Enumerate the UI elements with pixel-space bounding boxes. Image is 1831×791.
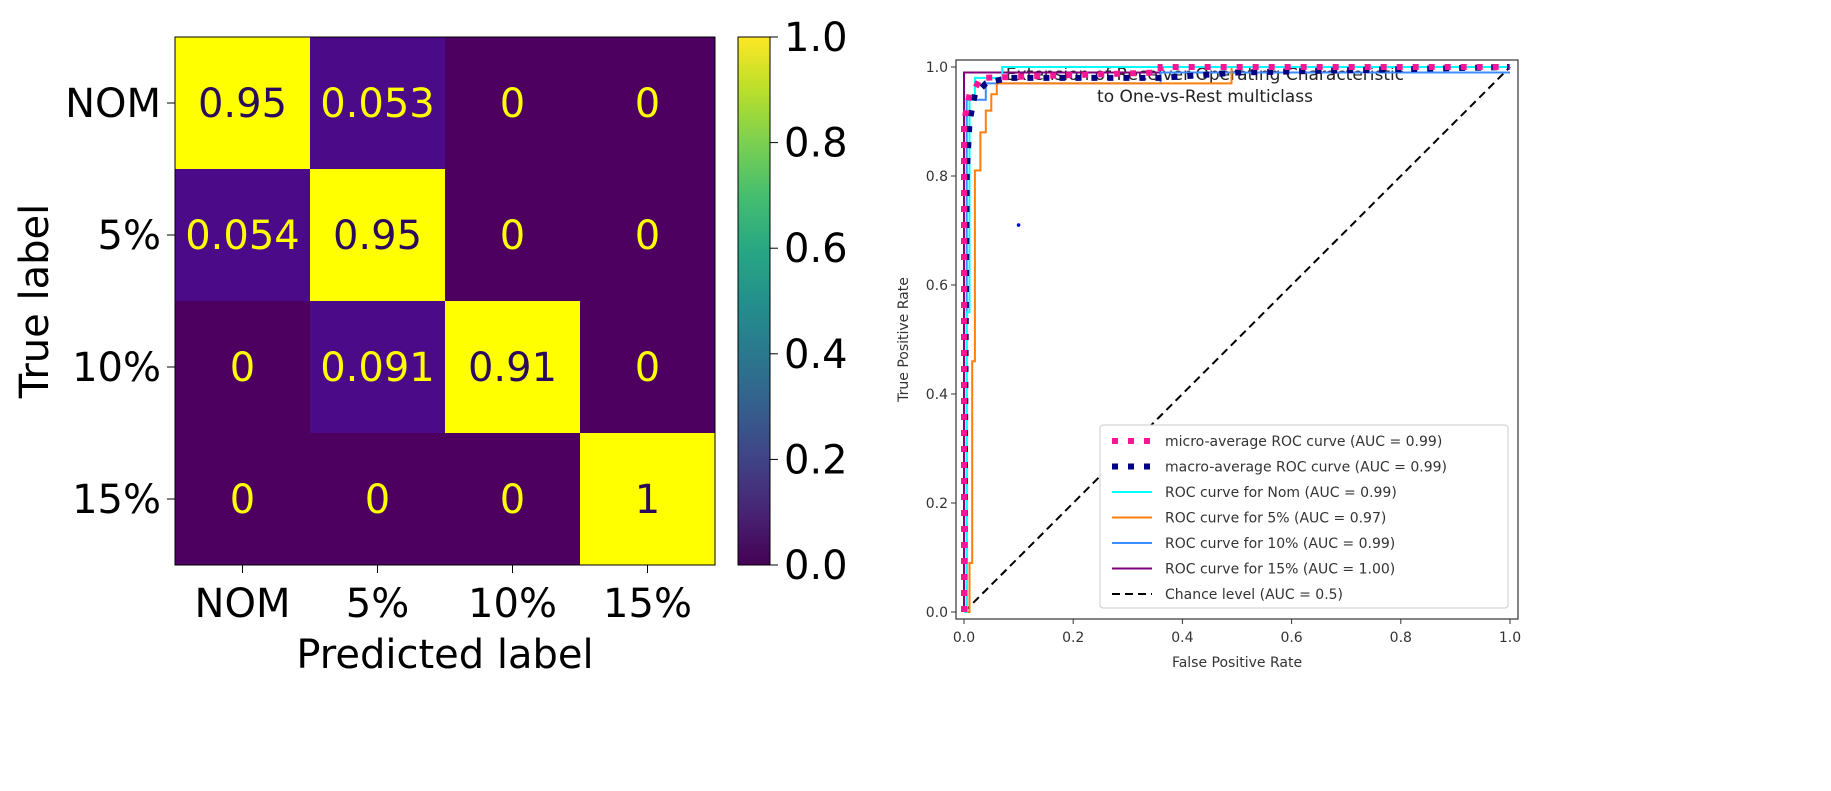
x-tick-label: NOM <box>195 581 291 627</box>
cell-value: 0 <box>500 81 525 127</box>
colorbar-tick-label: 0.8 <box>784 121 848 167</box>
matrix-cell <box>580 37 716 170</box>
legend-label: ROC curve for 10% (AUC = 0.99) <box>1165 536 1395 552</box>
legend-label: micro-average ROC curve (AUC = 0.99) <box>1165 434 1442 450</box>
cell-value: 0 <box>635 345 660 391</box>
cell-value: 0.091 <box>320 345 435 391</box>
matrix-cell <box>175 37 311 170</box>
matrix-cell <box>580 301 716 434</box>
legend-label: ROC curve for Nom (AUC = 0.99) <box>1165 485 1397 501</box>
matrix-cell <box>175 301 311 434</box>
y-axis-label: True label <box>12 204 58 399</box>
y-tick-label: 0.0 <box>926 605 948 621</box>
colorbar-tick-label: 0.4 <box>784 332 848 378</box>
x-tick-label: 5% <box>346 581 409 627</box>
colorbar-tick-label: 0.6 <box>784 226 848 272</box>
roc-chart: Extension of Receiver Operating Characte… <box>896 59 1521 671</box>
matrix-cell <box>580 433 716 566</box>
x-tick-label: 0.0 <box>953 630 975 646</box>
y-tick-label: 0.6 <box>926 278 948 294</box>
cell-value: 0 <box>500 213 525 259</box>
legend-label: ROC curve for 5% (AUC = 0.97) <box>1165 511 1386 527</box>
matrix-cell <box>445 433 581 566</box>
y-tick-label: 1.0 <box>926 60 948 76</box>
x-tick-label: 0.2 <box>1062 630 1084 646</box>
matrix-cell <box>580 169 716 302</box>
matrix-cell <box>445 301 581 434</box>
x-tick-label: 10% <box>468 581 557 627</box>
matrix-cell <box>175 433 311 566</box>
y-tick-label: NOM <box>65 81 161 127</box>
cell-value: 0 <box>230 477 255 523</box>
colorbar-tick-label: 0.0 <box>784 543 848 589</box>
legend-box <box>1099 424 1509 609</box>
x-tick-label: 0.4 <box>1171 630 1193 646</box>
cell-value: 1 <box>635 477 660 523</box>
matrix-frame <box>174 36 716 566</box>
cell-value: 0.95 <box>198 81 287 127</box>
x-axis-label: Predicted label <box>296 632 593 678</box>
x-axis-label: False Positive Rate <box>1172 655 1302 671</box>
cell-value: 0.054 <box>185 213 300 259</box>
matrix-cell <box>310 433 446 566</box>
x-tick-label: 1.0 <box>1499 630 1521 646</box>
x-tick-label: 15% <box>603 581 692 627</box>
legend-label: ROC curve for 15% (AUC = 1.00) <box>1165 562 1395 578</box>
colorbar-bar <box>737 36 771 566</box>
x-tick-label: 0.6 <box>1280 630 1302 646</box>
y-tick-label: 0.2 <box>926 496 948 512</box>
cell-value: 0.053 <box>320 81 435 127</box>
legend-label: macro-average ROC curve (AUC = 0.99) <box>1165 460 1447 476</box>
annotation-point <box>1016 223 1021 227</box>
confusion-matrix: 0.95 0.053 0 0 0.054 0.95 0 0 0 0.091 0.91 0 0 0 0 1 NOM… <box>12 36 716 678</box>
cell-value: 0.91 <box>468 345 557 391</box>
cell-value: 0 <box>635 81 660 127</box>
matrix-cell <box>175 169 311 302</box>
y-tick-label: 10% <box>72 345 161 391</box>
roc-series-line <box>963 66 1511 613</box>
roc-series-line <box>964 66 1510 613</box>
colorbar-tick-label: 1.0 <box>784 15 848 61</box>
roc-series-line <box>961 64 1510 612</box>
matrix-cell <box>310 169 446 302</box>
colorbar-tick-label: 0.2 <box>784 437 848 483</box>
y-tick-label: 0.8 <box>926 169 948 185</box>
matrix-cell <box>445 169 581 302</box>
y-axis-label: True Positive Rate <box>896 277 912 403</box>
roc-series-line <box>961 64 1511 613</box>
cell-value: 0 <box>365 477 390 523</box>
cell-value: 0 <box>500 477 525 523</box>
y-tick-label: 0.4 <box>926 387 948 403</box>
matrix-cell <box>445 37 581 170</box>
matrix-cell <box>310 37 446 170</box>
y-tick-label: 5% <box>98 213 161 259</box>
cell-value: 0 <box>635 213 660 259</box>
y-tick-label: 15% <box>72 477 161 523</box>
chart-subtitle: to One-vs-Rest multiclass <box>1097 87 1313 107</box>
x-tick-label: 0.8 <box>1390 630 1412 646</box>
matrix-cell <box>310 301 446 434</box>
colorbar: 0.0 0.2 0.4 0.6 0.8 1.0 <box>737 15 848 589</box>
cell-value: 0.95 <box>333 213 422 259</box>
legend-label: Chance level (AUC = 0.5) <box>1165 587 1343 603</box>
cell-value: 0 <box>230 345 255 391</box>
